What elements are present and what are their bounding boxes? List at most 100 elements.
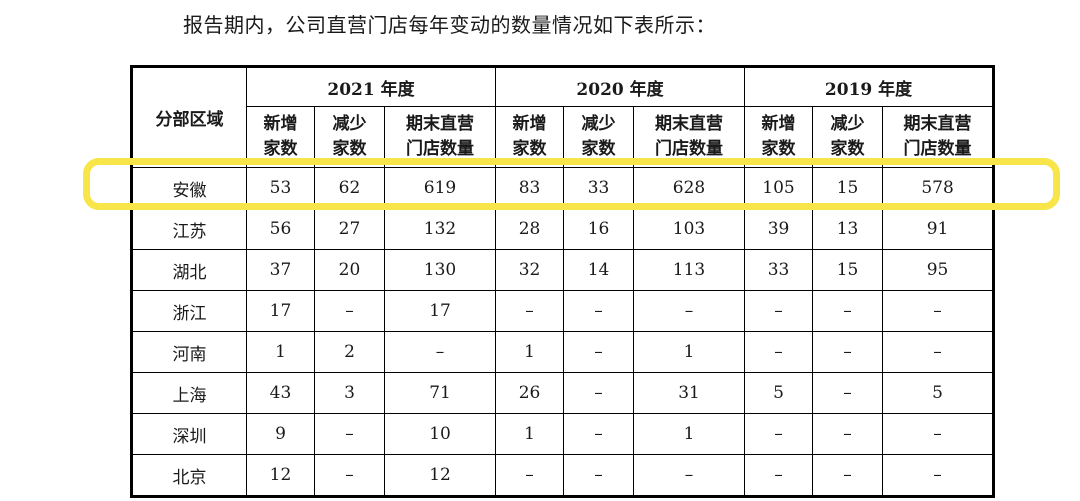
page-title: 报告期内，公司直营门店每年变动的数量情况如下表所示：	[183, 13, 716, 37]
year-header-2019: 2019 年度	[744, 66, 995, 107]
col-header-new-2021: 新增 家数	[246, 106, 315, 168]
year-header-2020: 2020 年度	[495, 66, 746, 107]
table-cell: 132	[383, 208, 497, 250]
table-cell: 83	[495, 167, 565, 209]
col-header-less-2021: 减少 家数	[314, 106, 385, 168]
table-cell: 33	[563, 167, 635, 209]
store-change-table: 分部区域 2021 年度 2020 年度 2019 年度 新增 家数 减少 家数 期…	[130, 65, 996, 498]
table-cell: 15	[812, 249, 884, 291]
table-cell: 5	[882, 372, 995, 414]
table-row-henan: 河南 1 2 – 1 – 1 – – –	[131, 331, 995, 373]
region-cell: 河南	[131, 331, 247, 373]
table-cell: 20	[314, 249, 385, 291]
region-cell: 浙江	[131, 290, 247, 332]
table-cell: –	[744, 331, 814, 373]
col-header-new-2019: 新增 家数	[744, 106, 814, 168]
table-cell: 5	[744, 372, 814, 414]
table-cell: 31	[633, 372, 746, 414]
table-cell: 103	[633, 208, 746, 250]
table-cell: –	[495, 454, 565, 497]
table-cell: –	[633, 454, 746, 497]
table-cell: 16	[563, 208, 635, 250]
table-row-beijing: 北京 12 – 12 – – – – – –	[131, 454, 995, 497]
table-cell: 1	[633, 413, 746, 455]
table-cell: 95	[882, 249, 995, 291]
table-cell: –	[633, 290, 746, 332]
table-cell: 2	[314, 331, 385, 373]
table-cell: –	[314, 290, 385, 332]
table-cell: –	[812, 413, 884, 455]
table-cell: –	[495, 290, 565, 332]
table-cell: –	[563, 372, 635, 414]
col-header-end-2021: 期末直营 门店数量	[383, 106, 497, 168]
table-cell: –	[882, 290, 995, 332]
table-cell: 27	[314, 208, 385, 250]
table-cell: 1	[495, 331, 565, 373]
table-cell: –	[882, 454, 995, 497]
region-cell: 湖北	[131, 249, 247, 291]
table-cell: 17	[383, 290, 497, 332]
table-cell: –	[744, 413, 814, 455]
year-header-2021: 2021 年度	[245, 66, 497, 107]
table-cell: 43	[246, 372, 315, 414]
table-row-hubei: 湖北 37 20 130 32 14 113 33 15 95	[131, 249, 995, 291]
table-cell: 10	[383, 413, 497, 455]
col-header-less-2019: 减少 家数	[812, 106, 884, 168]
region-column-header: 分部区域	[131, 66, 247, 168]
col-header-end-2020: 期末直营 门店数量	[633, 106, 746, 168]
table-cell: –	[383, 331, 497, 373]
col-header-new-2020: 新增 家数	[495, 106, 565, 168]
table-cell: –	[812, 331, 884, 373]
table-cell: 130	[383, 249, 497, 291]
table-cell: –	[882, 413, 995, 455]
table-cell: 9	[246, 413, 315, 455]
region-cell: 深圳	[131, 413, 247, 455]
table-cell: 39	[744, 208, 814, 250]
table-cell: –	[812, 372, 884, 414]
table-cell: 1	[495, 413, 565, 455]
table-cell: 71	[383, 372, 497, 414]
table-cell: –	[563, 331, 635, 373]
table-cell: 53	[246, 167, 315, 209]
table-row-shenzhen: 深圳 9 – 10 1 – 1 – – –	[131, 413, 995, 455]
table-cell: –	[314, 454, 385, 497]
table-header-sub-row: 新增 家数 减少 家数 期末直营 门店数量 新增 家数 减少 家数 期末直营 门店数量 新增…	[132, 106, 995, 168]
table-cell: 13	[812, 208, 884, 250]
table-cell: –	[563, 290, 635, 332]
table-header-year-row: 分部区域 2021 年度 2020 年度 2019 年度	[131, 66, 995, 168]
table-cell: 37	[246, 249, 315, 291]
table-cell: –	[563, 454, 635, 497]
table-cell: 17	[246, 290, 315, 332]
table-cell: 62	[314, 167, 385, 209]
region-cell: 北京	[131, 454, 247, 497]
region-cell: 安徽	[131, 167, 247, 209]
table-cell: 32	[495, 249, 565, 291]
table-row-zhejiang: 浙江 17 – 17 – – – – – –	[131, 290, 995, 332]
region-cell: 江苏	[131, 208, 247, 250]
table-row-shanghai: 上海 43 3 71 26 – 31 5 – 5	[131, 372, 995, 414]
table-cell: –	[744, 290, 814, 332]
col-header-less-2020: 减少 家数	[563, 106, 635, 168]
table-cell: 113	[633, 249, 746, 291]
table-cell: 3	[314, 372, 385, 414]
table-cell: –	[744, 454, 814, 497]
table-cell: 628	[633, 167, 746, 209]
table-cell: 1	[633, 331, 746, 373]
table-row-anhui: 安徽 53 62 619 83 33 628 105 15 578	[131, 167, 995, 209]
table-cell: –	[812, 290, 884, 332]
table-cell: 28	[495, 208, 565, 250]
table-cell: –	[563, 413, 635, 455]
table-cell: 14	[563, 249, 635, 291]
table-cell: 12	[246, 454, 315, 497]
table-cell: 33	[744, 249, 814, 291]
table-cell: –	[882, 331, 995, 373]
region-cell: 上海	[131, 372, 247, 414]
table-cell: 105	[744, 167, 814, 209]
table-cell: 12	[383, 454, 497, 497]
table-row-jiangsu: 江苏 56 27 132 28 16 103 39 13 91	[131, 208, 995, 250]
table-cell: 56	[246, 208, 315, 250]
table-cell: 15	[812, 167, 884, 209]
table-cell: 26	[495, 372, 565, 414]
table-cell: –	[812, 454, 884, 497]
